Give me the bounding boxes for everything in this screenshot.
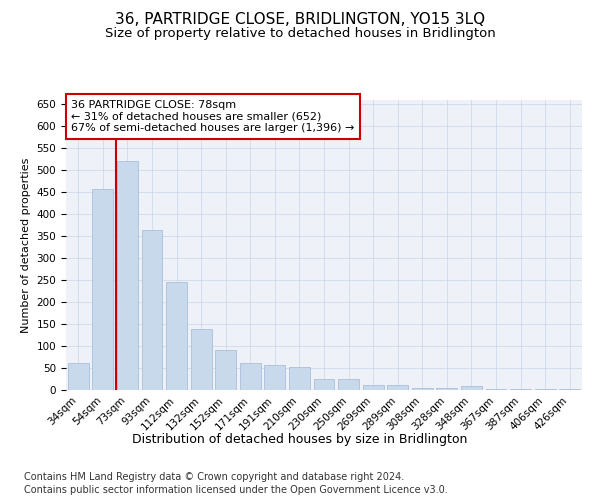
- Bar: [166, 282, 187, 390]
- Bar: [535, 388, 556, 390]
- Bar: [191, 330, 212, 390]
- Text: 36 PARTRIDGE CLOSE: 78sqm
← 31% of detached houses are smaller (652)
67% of semi: 36 PARTRIDGE CLOSE: 78sqm ← 31% of detac…: [71, 100, 355, 133]
- Bar: [142, 230, 163, 390]
- Bar: [387, 384, 408, 390]
- Text: Contains HM Land Registry data © Crown copyright and database right 2024.: Contains HM Land Registry data © Crown c…: [24, 472, 404, 482]
- Bar: [117, 160, 138, 390]
- Text: Contains public sector information licensed under the Open Government Licence v3: Contains public sector information licen…: [24, 485, 448, 495]
- Bar: [436, 388, 457, 390]
- Bar: [362, 384, 383, 390]
- Bar: [485, 388, 506, 390]
- Bar: [559, 388, 580, 390]
- Text: Distribution of detached houses by size in Bridlington: Distribution of detached houses by size …: [133, 432, 467, 446]
- Text: 36, PARTRIDGE CLOSE, BRIDLINGTON, YO15 3LQ: 36, PARTRIDGE CLOSE, BRIDLINGTON, YO15 3…: [115, 12, 485, 28]
- Bar: [314, 379, 334, 390]
- Bar: [461, 386, 482, 390]
- Bar: [338, 379, 359, 390]
- Bar: [68, 363, 89, 390]
- Bar: [412, 388, 433, 390]
- Bar: [240, 363, 261, 390]
- Bar: [215, 350, 236, 390]
- Bar: [92, 189, 113, 390]
- Y-axis label: Number of detached properties: Number of detached properties: [21, 158, 31, 332]
- Bar: [510, 388, 531, 390]
- Bar: [265, 365, 286, 390]
- Bar: [289, 366, 310, 390]
- Text: Size of property relative to detached houses in Bridlington: Size of property relative to detached ho…: [104, 28, 496, 40]
